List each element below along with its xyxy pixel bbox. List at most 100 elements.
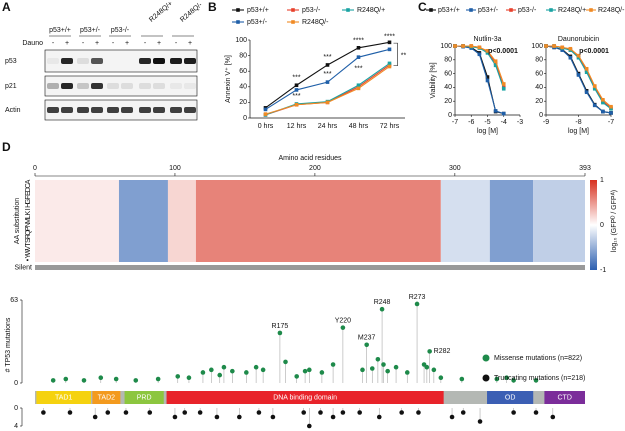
panel-label: A <box>2 0 11 14</box>
domain-label: TAD1 <box>55 394 72 401</box>
data-point <box>501 82 506 86</box>
series-line <box>455 45 504 115</box>
hotspot-label: M237 <box>358 335 376 342</box>
lollipop-head <box>460 410 466 415</box>
data-point <box>501 86 506 91</box>
row-label: W <box>25 249 32 256</box>
legend-marker <box>509 8 513 12</box>
legend-marker <box>469 8 473 12</box>
lollipop-head <box>369 366 375 371</box>
lollipop-head <box>404 370 410 375</box>
band <box>121 83 133 89</box>
data-point <box>325 80 330 84</box>
panel-label: D <box>2 140 11 154</box>
legend-label: p53+/+ <box>438 7 460 14</box>
treatment-sign: + <box>125 40 129 47</box>
legend-marker <box>482 354 490 362</box>
y-tick-label: 20 <box>535 98 543 105</box>
heatmap-segment <box>195 180 441 262</box>
data-point <box>356 86 361 91</box>
data-point <box>263 112 268 116</box>
data-point <box>387 64 392 69</box>
heatmap-segment <box>440 180 490 262</box>
lollipop-head <box>357 410 362 415</box>
lollipop-head <box>301 410 307 415</box>
y-tick-label: 80 <box>444 57 452 64</box>
data-point <box>576 55 581 60</box>
lollipop-head <box>340 325 346 330</box>
genotype-label: p53+/- <box>80 27 101 34</box>
y-tick-label: 40 <box>535 84 543 91</box>
data-point <box>592 84 597 88</box>
data-point <box>609 104 613 109</box>
row-label: N <box>25 222 32 227</box>
y-axis-label: # TP53 mutations <box>5 317 12 372</box>
data-point <box>552 44 556 48</box>
legend-marker <box>549 8 553 12</box>
lollipop-head <box>200 370 206 375</box>
hotspot-label: Y220 <box>335 318 351 325</box>
row-label: • <box>25 258 32 261</box>
row-label: A <box>25 179 32 184</box>
annotation: **** <box>353 38 364 45</box>
band <box>61 83 73 89</box>
blot-row-label: Actin <box>5 107 21 114</box>
data-point <box>356 55 361 59</box>
data-point <box>584 66 589 71</box>
data-point <box>356 46 361 50</box>
lollipop-head <box>113 376 119 382</box>
band <box>61 58 73 64</box>
domain <box>124 391 164 404</box>
domain-label: CTD <box>558 394 572 401</box>
lollipop-head <box>504 375 509 381</box>
panel-label: C <box>418 0 427 14</box>
lollipop-head <box>375 356 381 362</box>
x-axis-label: log [M] <box>477 128 498 135</box>
x-tick-label: -7 <box>608 119 614 126</box>
lollipop-head <box>307 423 312 429</box>
y2-tick-label: 0 <box>14 405 18 412</box>
row-label: I <box>25 208 32 210</box>
data-point <box>485 78 490 83</box>
data-point <box>501 111 506 116</box>
treatment-label: Dauno <box>22 40 43 47</box>
lollipop-head <box>175 374 181 379</box>
lollipop-head <box>217 372 223 378</box>
data-point <box>325 63 330 67</box>
row-label: P <box>25 226 32 231</box>
lollipop-head <box>283 359 288 365</box>
lollipop-head <box>197 410 203 415</box>
band <box>139 83 151 89</box>
lollipop-head <box>307 367 312 373</box>
data-point <box>576 53 581 58</box>
legend-marker <box>236 8 240 12</box>
domain <box>544 391 585 404</box>
data-point <box>493 59 498 63</box>
band <box>153 83 165 89</box>
lollipop-head <box>427 349 432 354</box>
lollipop-head <box>376 414 382 420</box>
x-tick-label: 300 <box>449 165 461 172</box>
x-axis-title: Amino acid residues <box>278 155 342 162</box>
band <box>184 107 196 113</box>
heatmap-segment <box>118 180 168 262</box>
row-label: D <box>25 187 32 192</box>
colorbar-tick-label: -1 <box>600 267 606 274</box>
band <box>77 83 89 89</box>
x-tick-label: 24 hrs <box>318 123 338 130</box>
x-tick-label: -9 <box>543 119 549 126</box>
legend-marker <box>291 8 295 12</box>
legend-marker <box>482 374 490 382</box>
title-box <box>546 32 611 44</box>
lollipop-head <box>81 378 87 383</box>
lollipop-head <box>550 414 556 420</box>
y-axis-label: AA substitution <box>14 198 21 244</box>
data-point <box>461 44 465 48</box>
data-point <box>493 63 498 68</box>
heatmap-segment <box>533 180 585 262</box>
data-point <box>609 106 613 111</box>
data-point <box>325 100 330 105</box>
annotation: *** <box>323 71 331 78</box>
y-tick-label: 40 <box>239 84 247 91</box>
lollipop-head <box>172 414 178 420</box>
